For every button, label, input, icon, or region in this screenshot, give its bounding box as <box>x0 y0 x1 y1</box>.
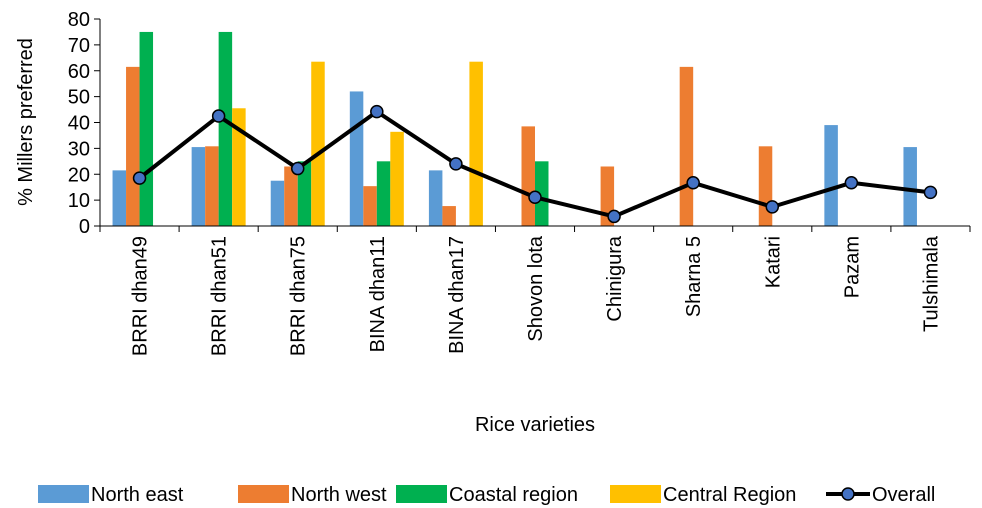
bar-north-west <box>205 146 219 226</box>
bar-north-west <box>284 166 298 226</box>
overall-point <box>132 171 147 185</box>
bar-coastal-region <box>535 161 549 226</box>
overall-point <box>844 176 859 190</box>
overall-point <box>607 209 621 224</box>
legend-label-north-west: North west <box>291 484 387 506</box>
x-axis-title: Rice varieties <box>475 414 595 436</box>
bar-coastal-region <box>376 161 391 226</box>
bar-north-east <box>349 91 364 226</box>
category-label: Chinigura <box>604 235 626 321</box>
category-label: BRRI dhan51 <box>209 236 231 356</box>
overall-point <box>211 109 226 123</box>
y-ticks: 0 10 20 30 40 50 60 70 80 <box>68 9 100 238</box>
bar-north-east <box>270 180 285 226</box>
overall-point <box>290 161 305 176</box>
bar-north-east <box>191 147 206 226</box>
y-tick-label: 50 <box>68 87 90 109</box>
legend-label-central-region: Central Region <box>663 484 796 506</box>
bar-central-region <box>232 108 246 226</box>
legend-swatch-central-region <box>610 485 661 503</box>
bar-coastal-region <box>218 31 233 226</box>
bars-layer <box>112 31 917 227</box>
legend-marker-overall <box>841 487 855 501</box>
bar-north-east <box>112 170 127 226</box>
y-tick-label: 0 <box>79 216 90 238</box>
category-label: Tulshimala <box>920 235 942 332</box>
bar-north-west <box>442 206 456 226</box>
legend: North east North west Coastal region Centra… <box>38 484 935 506</box>
bar-north-west <box>521 126 535 226</box>
bar-central-region <box>390 131 404 226</box>
bar-north-east <box>824 125 838 226</box>
category-label: BRRI dhan75 <box>288 236 310 356</box>
legend-swatch-coastal-region <box>396 485 447 503</box>
overall-line-layer <box>132 104 938 224</box>
x-ticks: BRRI dhan49 BRRI dhan51 BRRI dhan75 BINA dh… <box>99 226 971 356</box>
bar-north-east <box>903 147 917 226</box>
category-label: Katari <box>762 236 784 288</box>
bar-coastal-region <box>297 161 312 226</box>
category-label: BINA dhan17 <box>446 236 468 354</box>
y-tick-label: 20 <box>68 164 90 186</box>
bar-north-west <box>679 66 694 227</box>
legend-label-north-east: North east <box>91 484 184 506</box>
legend-label-overall: Overall <box>872 484 935 506</box>
y-tick-label: 60 <box>68 61 90 83</box>
bar-north-west <box>363 186 377 226</box>
overall-point <box>449 157 463 171</box>
legend-swatch-north-east <box>38 485 89 503</box>
category-label: BRRI dhan49 <box>130 236 152 356</box>
overall-point <box>923 185 938 200</box>
bar-coastal-region <box>139 31 154 226</box>
category-label: Sharna 5 <box>683 236 705 317</box>
overall-point <box>686 176 700 190</box>
overall-point <box>370 104 384 119</box>
y-axis-title: % Millers preferred <box>15 38 37 206</box>
y-tick-label: 30 <box>68 138 90 160</box>
y-tick-label: 40 <box>68 113 90 135</box>
overall-point <box>528 190 542 205</box>
bar-north-east <box>428 170 443 226</box>
bar-central-region <box>469 61 483 226</box>
legend-swatch-north-west <box>238 485 289 503</box>
legend-label-coastal-region: Coastal region <box>449 484 578 506</box>
category-label: BINA dhan11 <box>367 236 389 352</box>
y-tick-label: 10 <box>68 190 90 212</box>
y-tick-label: 80 <box>68 9 90 31</box>
y-tick-label: 70 <box>68 35 90 57</box>
bar-north-west <box>126 66 140 227</box>
overall-point <box>765 200 780 214</box>
bar-north-west <box>758 146 773 226</box>
category-label: Pazam <box>841 236 863 298</box>
bar-central-region <box>311 61 325 226</box>
category-label: Shovon lota <box>525 235 547 342</box>
